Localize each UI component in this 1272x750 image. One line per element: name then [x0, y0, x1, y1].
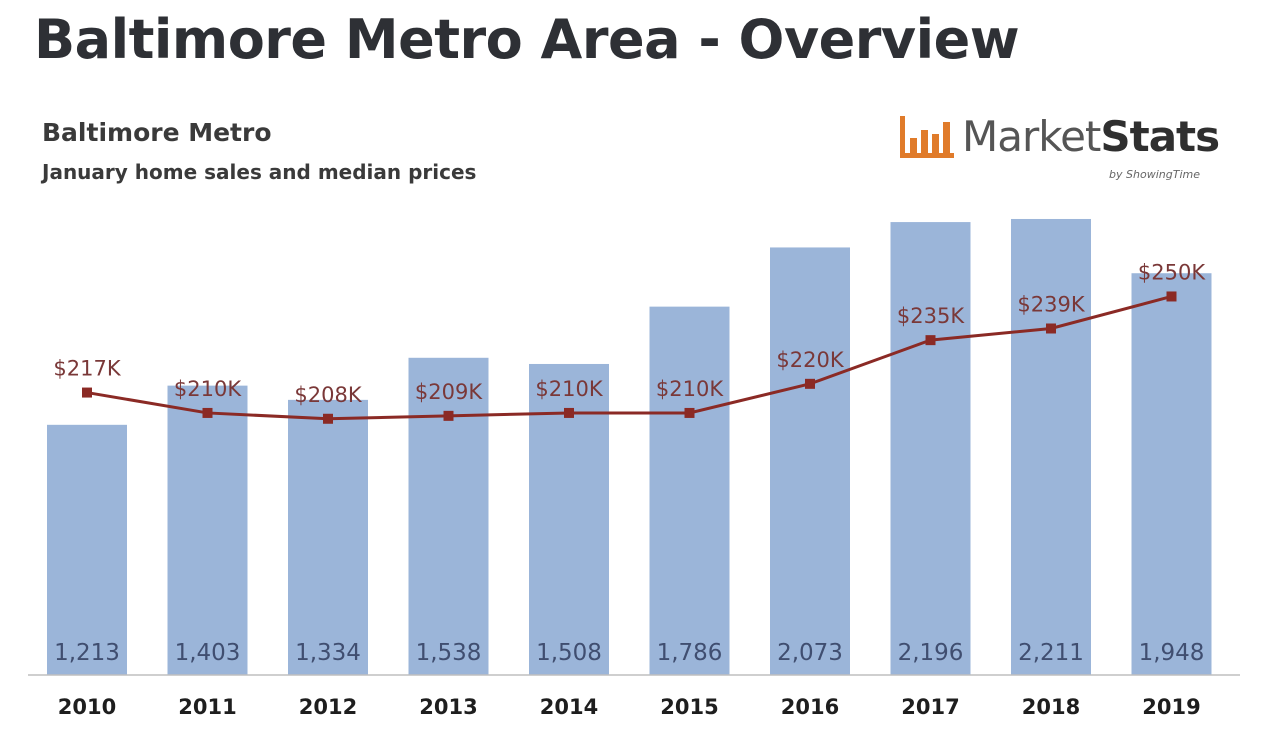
price-point-2019	[1166, 291, 1177, 302]
price-label-2011: $210K	[174, 377, 242, 401]
bar-2012	[288, 399, 368, 675]
tick-label-2017: 2017	[901, 695, 959, 719]
chart-title: Baltimore Metro	[42, 118, 272, 147]
price-label-2013: $209K	[415, 380, 483, 404]
logo-wordmark: MarketStats	[962, 112, 1220, 161]
bar-2017	[890, 222, 971, 675]
price-point-2012	[323, 413, 333, 424]
price-point-2016	[805, 378, 815, 389]
tick-label-2010: 2010	[58, 695, 116, 719]
bar-chart-logo-icon	[900, 116, 954, 158]
page-title: Baltimore Metro Area - Overview	[34, 8, 1020, 71]
price-point-2010	[82, 387, 92, 398]
price-label-2017: $235K	[897, 304, 965, 328]
bar-2015	[649, 306, 730, 675]
logo-byline: by ShowingTime	[1109, 168, 1200, 181]
tick-label-2018: 2018	[1022, 695, 1080, 719]
price-label-2014: $210K	[535, 377, 603, 401]
tick-label-2014: 2014	[540, 695, 598, 719]
marketstats-logo: MarketStats by ShowingTime	[898, 112, 1220, 192]
bar-label-2013: 1,538	[416, 640, 482, 666]
bar-label-2016: 2,073	[777, 640, 843, 666]
bar-label-2015: 1,786	[657, 640, 723, 666]
price-label-2010: $217K	[53, 357, 121, 381]
bar-2013	[408, 357, 489, 675]
price-point-2014	[564, 407, 574, 418]
price-point-2011	[202, 407, 213, 418]
tick-label-2016: 2016	[781, 695, 839, 719]
chart-subtitle: January home sales and median prices	[42, 160, 477, 184]
bar-2010	[47, 424, 127, 675]
tick-label-2013: 2013	[419, 695, 477, 719]
bar-2019	[1131, 273, 1212, 675]
tick-label-2012: 2012	[299, 695, 357, 719]
bar-label-2019: 1,948	[1139, 640, 1205, 666]
bar-label-2017: 2,196	[898, 640, 964, 666]
price-label-2012: $208K	[294, 383, 362, 407]
bar-2016	[770, 247, 850, 675]
price-label-2016: $220K	[776, 348, 844, 372]
bar-2018	[1011, 218, 1091, 675]
tick-label-2019: 2019	[1142, 695, 1200, 719]
bar-label-2010: 1,213	[54, 640, 120, 666]
bar-label-2011: 1,403	[175, 640, 241, 666]
price-label-2018: $239K	[1017, 293, 1085, 317]
bar-2011	[167, 385, 248, 675]
tick-label-2011: 2011	[178, 695, 236, 719]
logo-market-text: Market	[962, 112, 1101, 161]
tick-label-2015: 2015	[660, 695, 718, 719]
price-point-2018	[1046, 323, 1056, 334]
price-line	[86, 295, 1172, 421]
logo-stats-text: Stats	[1100, 112, 1220, 161]
bar-label-2012: 1,334	[295, 640, 361, 666]
price-label-2015: $210K	[656, 377, 724, 401]
price-point-2013	[443, 410, 454, 421]
bar-label-2014: 1,508	[536, 640, 602, 666]
bar-label-2018: 2,211	[1018, 640, 1084, 666]
price-point-2017	[925, 335, 936, 346]
price-label-2019: $250K	[1138, 260, 1206, 284]
price-point-2015	[684, 407, 695, 418]
